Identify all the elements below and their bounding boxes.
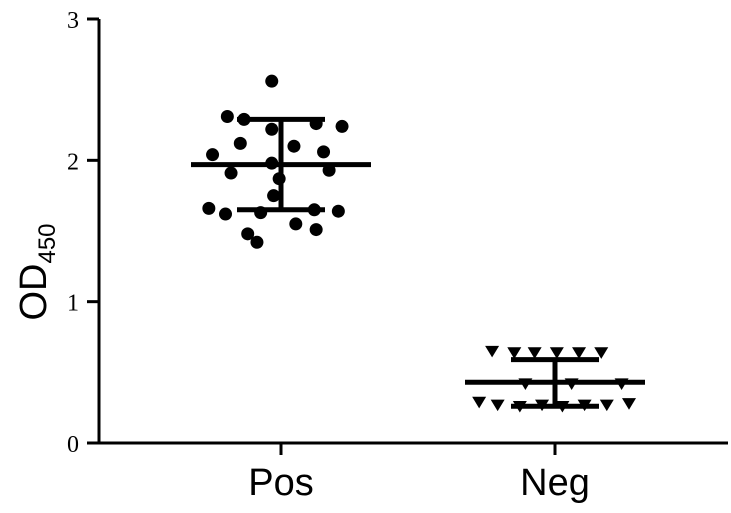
data-point	[309, 223, 323, 237]
data-point	[331, 204, 345, 218]
y-tick-label: 3	[67, 8, 79, 34]
data-point	[219, 207, 232, 221]
series-neg	[465, 345, 645, 413]
series-pos	[191, 74, 371, 249]
data-point	[549, 347, 564, 359]
data-point	[622, 398, 636, 410]
data-point	[472, 396, 487, 409]
data-point	[267, 189, 281, 203]
y-tick-label: 1	[67, 291, 79, 317]
data-point	[572, 347, 587, 359]
data-point	[335, 119, 349, 133]
y-tick-label: 0	[67, 432, 79, 458]
data-point	[220, 110, 234, 124]
data-point	[287, 139, 301, 153]
series-layer	[191, 74, 645, 413]
x-tick-label-pos: Pos	[248, 462, 313, 504]
data-point	[317, 145, 331, 159]
svg-text:OD450: OD450	[13, 223, 61, 320]
data-point	[594, 347, 609, 359]
data-point	[490, 399, 505, 412]
data-point	[289, 217, 303, 231]
x-axis: Pos Neg	[97, 441, 728, 504]
data-point	[265, 122, 279, 136]
data-point	[485, 345, 500, 358]
data-point	[202, 201, 216, 215]
data-point	[599, 399, 614, 412]
data-point	[233, 136, 247, 150]
data-point	[241, 227, 255, 241]
data-point	[250, 235, 264, 249]
y-axis-label: OD450	[13, 223, 61, 320]
data-point	[507, 347, 522, 359]
data-point	[224, 166, 238, 180]
data-point	[527, 347, 542, 359]
x-tick-label-neg: Neg	[520, 462, 590, 504]
y-tick-label: 2	[67, 149, 79, 175]
data-point	[206, 148, 220, 162]
y-axis: 0 1 2 3	[67, 8, 101, 458]
y-axis-label-main: OD	[13, 264, 55, 321]
y-axis-label-subscript: 450	[34, 223, 61, 263]
data-point	[265, 74, 279, 88]
